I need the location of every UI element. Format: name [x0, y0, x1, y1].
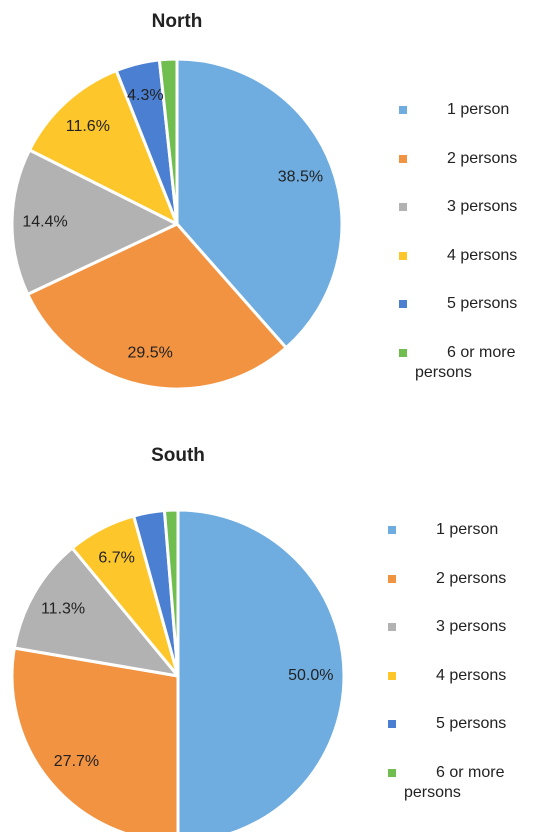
chart-title: South [151, 445, 205, 466]
legend-item: 2 persons [399, 149, 535, 169]
legend-item: 5 persons [388, 714, 524, 734]
legend-swatch [388, 768, 396, 777]
legend-item: 5 persons [399, 294, 535, 314]
legend-item: 4 persons [399, 246, 535, 266]
legend-item: 6 or more persons [399, 343, 535, 383]
legend-item: 3 persons [399, 197, 535, 217]
legend-swatch [399, 300, 407, 308]
data-label: 11.3% [41, 601, 85, 618]
legend-label: 6 or more persons [404, 763, 505, 801]
data-label: 11.6% [66, 118, 110, 135]
legend-item: 6 or more persons [388, 763, 524, 803]
legend-label: 5 persons [436, 715, 507, 732]
legend-swatch [388, 574, 396, 583]
legend-swatch [399, 154, 407, 163]
legend-item: 3 persons [388, 617, 524, 637]
legend-label: 3 persons [436, 618, 507, 635]
legend-item: 1 person [399, 100, 535, 120]
legend-swatch [388, 623, 396, 631]
legend-label: 2 persons [436, 569, 507, 587]
pie-slice [10, 148, 179, 296]
chart-title: North [152, 11, 203, 32]
pie-slice [10, 646, 180, 832]
pie-slice [157, 57, 179, 226]
legend-label: 2 persons [447, 149, 518, 167]
legend-swatch [388, 671, 396, 680]
legend-label: 5 persons [447, 295, 518, 312]
legend-label: 1 person [447, 101, 510, 118]
legend-swatch [399, 251, 407, 260]
pie-slice [162, 508, 180, 678]
legend-label: 4 persons [447, 246, 518, 264]
legend-swatch [388, 720, 396, 728]
pie-slice [28, 69, 179, 226]
legend-swatch [399, 106, 407, 114]
data-label: 38.5% [278, 169, 323, 186]
legend-item: 1 person [388, 520, 524, 540]
pie-slice [176, 508, 346, 832]
legend-item: 2 persons [388, 569, 524, 589]
legend-label: 4 persons [436, 666, 507, 684]
legend-swatch [399, 203, 407, 211]
pie-slice [12, 546, 180, 678]
legend-swatch [399, 348, 407, 357]
legend-label: 1 person [436, 521, 499, 538]
data-label: 29.5% [128, 344, 173, 361]
legend-item: 4 persons [388, 666, 524, 686]
pie-slice [175, 57, 344, 350]
legend-label: 3 persons [447, 198, 518, 215]
legend-swatch [388, 526, 396, 534]
data-label: 27.7% [54, 753, 99, 770]
legend-label: 6 or more persons [415, 343, 516, 381]
data-label: 14.4% [22, 214, 67, 231]
data-label: 4.3% [127, 87, 163, 104]
data-label: 6.7% [98, 549, 134, 566]
data-label: 50.0% [288, 667, 333, 684]
